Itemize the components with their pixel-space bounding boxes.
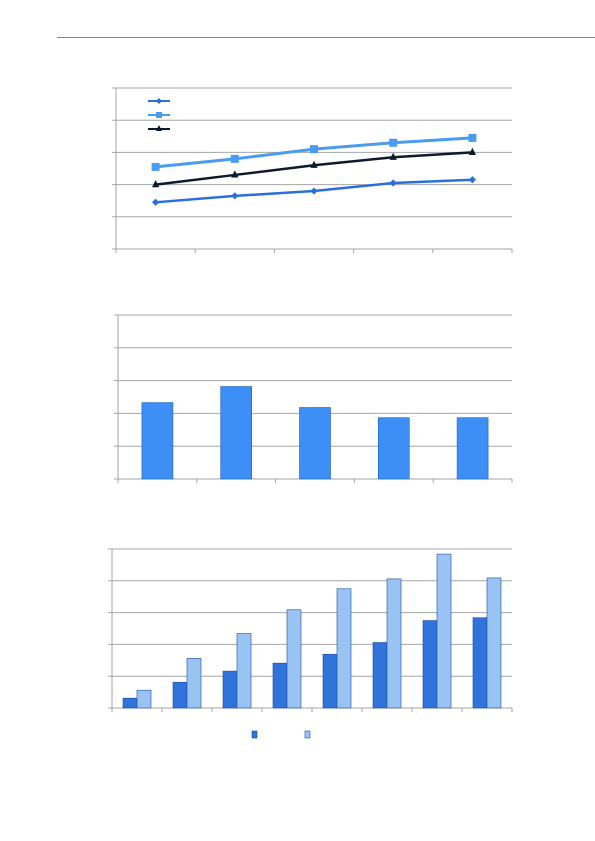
bar [299, 407, 331, 480]
bar-chart [114, 314, 513, 483]
bar [122, 697, 138, 709]
series-point [468, 147, 476, 155]
series-point [231, 170, 239, 178]
bar [172, 681, 188, 709]
legend-key-marker [156, 112, 162, 118]
series-point [468, 176, 476, 184]
header-rule [57, 37, 595, 38]
line-chart [112, 87, 513, 253]
bar [472, 617, 488, 709]
bar [322, 653, 338, 709]
grouped-bar-chart [108, 548, 513, 739]
series-point [389, 138, 398, 147]
series-point [310, 145, 318, 154]
bar [272, 662, 288, 709]
series-point [230, 154, 239, 163]
bar [436, 553, 452, 709]
bar [386, 578, 402, 709]
series-point [389, 179, 397, 187]
bar [220, 386, 252, 480]
series-point [468, 133, 477, 142]
bar [286, 609, 302, 709]
bar [336, 588, 352, 709]
legend-swatch [304, 730, 311, 739]
bar [377, 417, 410, 480]
series-point [152, 180, 160, 188]
series-point [152, 198, 160, 206]
bar [486, 577, 502, 709]
series-point [310, 187, 318, 195]
legend-swatch [251, 730, 258, 739]
bar [372, 642, 388, 709]
bar [456, 417, 489, 480]
bar [222, 670, 238, 709]
bar [422, 620, 438, 709]
bar [186, 658, 202, 709]
series-point [389, 152, 397, 160]
series-point [151, 162, 160, 171]
legend-key-marker [156, 98, 162, 104]
bar [136, 689, 152, 709]
series-point [231, 192, 239, 200]
legend-key-marker [156, 125, 162, 131]
bar [236, 633, 252, 709]
series-line [155, 151, 473, 186]
series-point [310, 160, 318, 168]
bar [141, 402, 174, 480]
